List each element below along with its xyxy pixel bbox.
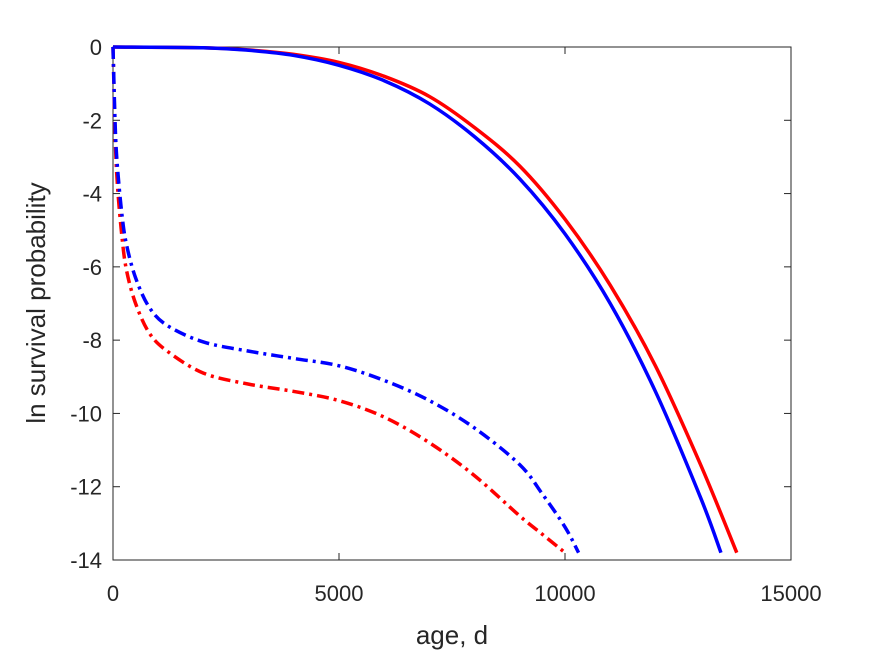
y-tick-label: -2 xyxy=(82,108,102,133)
series-line-2 xyxy=(112,45,723,554)
y-axis-label: ln survival probability xyxy=(21,182,51,423)
x-axis-label: age, d xyxy=(416,620,488,650)
series-group xyxy=(111,45,739,555)
y-tick-label: -8 xyxy=(82,328,102,353)
x-tick-label: 0 xyxy=(107,581,119,606)
x-axis-ticks: 0 5000 10000 15000 xyxy=(107,47,822,606)
y-axis-ticks: 0 -2 -4 -6 -8 -10 -12 -14 xyxy=(70,35,791,573)
y-tick-label: -14 xyxy=(70,548,102,573)
y-tick-label: -10 xyxy=(70,401,102,426)
y-tick-label: -6 xyxy=(82,255,102,280)
x-tick-label: 10000 xyxy=(534,581,595,606)
x-tick-label: 5000 xyxy=(315,581,364,606)
plot-area xyxy=(112,46,792,561)
series-line-3 xyxy=(111,46,567,555)
x-tick-label: 15000 xyxy=(760,581,821,606)
y-tick-label: -12 xyxy=(70,475,102,500)
series-line-4 xyxy=(111,46,581,554)
y-tick-label: 0 xyxy=(90,35,102,60)
y-tick-label: -4 xyxy=(82,182,102,207)
